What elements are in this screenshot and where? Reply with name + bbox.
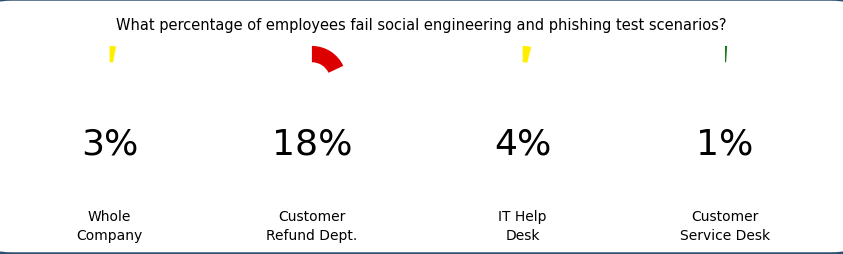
Text: 1%: 1%	[696, 127, 754, 161]
Wedge shape	[523, 47, 531, 64]
Text: Whole
Company: Whole Company	[77, 210, 142, 242]
Text: Customer
Service Desk: Customer Service Desk	[680, 210, 770, 242]
Text: Customer
Refund Dept.: Customer Refund Dept.	[266, 210, 357, 242]
Text: What percentage of employees fail social engineering and phishing test scenarios: What percentage of employees fail social…	[116, 18, 727, 33]
Wedge shape	[110, 47, 116, 63]
Text: IT Help
Desk: IT Help Desk	[498, 210, 547, 242]
Text: 18%: 18%	[271, 127, 352, 161]
Text: 4%: 4%	[494, 127, 551, 161]
Text: 3%: 3%	[81, 127, 138, 161]
Wedge shape	[725, 47, 728, 63]
Wedge shape	[312, 47, 343, 73]
